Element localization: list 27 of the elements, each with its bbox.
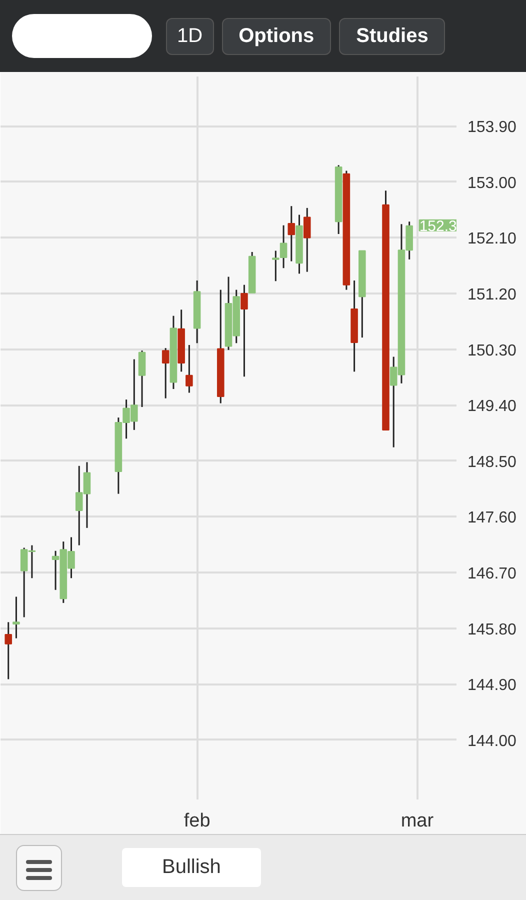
- candlestick: [138, 350, 146, 408]
- candlestick: [12, 596, 20, 640]
- candlestick: [303, 207, 311, 273]
- y-tick-label: 152.10: [468, 230, 517, 248]
- x-tick-label: mar: [400, 810, 434, 832]
- y-tick-label: 150.30: [468, 342, 517, 360]
- text: 1D: [166, 18, 214, 54]
- y-tick-label: 153.00: [468, 174, 517, 192]
- candlestick: [186, 344, 193, 394]
- text: Options: [222, 18, 332, 54]
- y-tick-label: 144.00: [468, 732, 517, 750]
- candlestick: [288, 205, 296, 262]
- annotation: 152.3: [419, 218, 457, 235]
- y-tick-label: 151.20: [468, 286, 517, 304]
- y-tick-label: 147.60: [468, 510, 517, 527]
- candlestick: [162, 347, 170, 400]
- text: Studies: [339, 18, 446, 54]
- y-tick-label: 149.40: [468, 398, 517, 416]
- y-tick-label: 146.70: [468, 566, 517, 583]
- y-tick-label: 145.80: [468, 621, 517, 638]
- y-tick-label: 144.90: [468, 677, 517, 694]
- x-tick-label: feb: [184, 810, 210, 832]
- text: Bullish: [122, 848, 261, 887]
- y-tick-label: 153.90: [468, 119, 517, 136]
- y-tick-label: 148.50: [468, 454, 517, 471]
- candlestick: [240, 284, 248, 378]
- candlestick: [4, 621, 12, 680]
